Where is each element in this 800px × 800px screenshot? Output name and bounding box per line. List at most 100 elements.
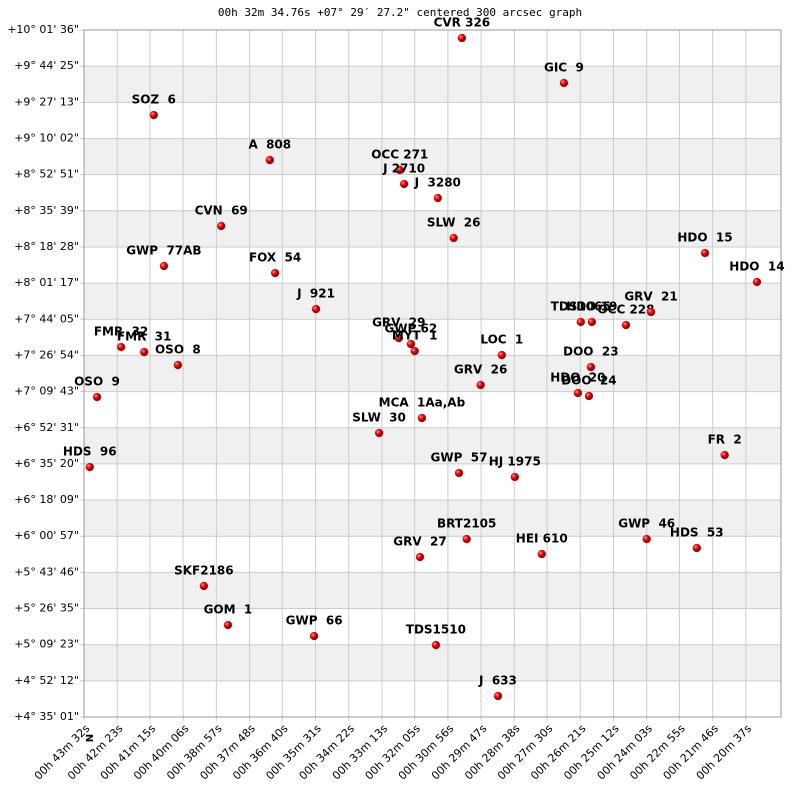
star-point — [752, 277, 762, 287]
y-tick-label: +8° 18' 28" — [14, 240, 79, 253]
star-point — [559, 78, 569, 88]
star-label: GWP 62 — [384, 321, 437, 335]
star-label: A 808 — [248, 138, 291, 152]
star-label: OCC 271 — [371, 147, 428, 161]
star-point — [92, 392, 102, 402]
star-point — [417, 413, 427, 423]
star-label: GIC 9 — [544, 60, 584, 74]
star-point — [462, 534, 471, 544]
star-point — [576, 317, 585, 327]
y-tick-label: +5° 09' 23" — [14, 638, 79, 651]
star-point — [720, 450, 729, 460]
star-point — [584, 391, 594, 401]
star-point — [199, 581, 209, 591]
star-point — [454, 468, 464, 478]
star-point — [433, 193, 442, 203]
star-point — [537, 549, 546, 559]
star-point — [410, 346, 419, 356]
star-label: FMR 32 — [94, 324, 148, 338]
star-label: HEI 610 — [516, 532, 568, 546]
star-label: SLW 26 — [427, 215, 481, 229]
grid-band — [84, 355, 781, 392]
y-tick-label: +8° 35' 39" — [14, 204, 79, 217]
y-tick-label: +6° 52' 31" — [14, 421, 79, 434]
star-point — [217, 221, 226, 231]
y-tick-label: +6° 18' 09" — [14, 493, 79, 506]
star-label: MYT 1 — [392, 329, 438, 343]
y-tick-label: +5° 26' 35" — [14, 602, 79, 615]
star-point — [700, 248, 710, 258]
star-label: DOO 23 — [563, 344, 618, 358]
star-label: HDO 15 — [677, 230, 732, 244]
star-label: J 3280 — [414, 176, 461, 190]
star-point — [646, 307, 656, 317]
star-label: GWP 57 — [431, 450, 488, 464]
star-label: DOO 24 — [561, 373, 616, 387]
star-point — [311, 304, 321, 314]
star-point — [573, 388, 583, 398]
chart-title: 00h 32m 34.76s +07° 29′ 27.2" centered 3… — [218, 6, 582, 19]
y-tick-label: +9° 10' 02" — [14, 131, 79, 144]
star-label: SLW 30 — [352, 410, 406, 424]
star-label: GOM 1 — [204, 603, 253, 617]
star-point — [449, 233, 458, 243]
star-point — [586, 362, 596, 372]
star-point — [395, 165, 404, 175]
star-point — [399, 179, 409, 189]
y-tick-label: +7° 26' 54" — [14, 348, 79, 361]
star-label: TDS1065 — [551, 299, 611, 313]
star-point — [116, 342, 126, 352]
star-point — [431, 640, 441, 650]
grid-band — [84, 210, 781, 247]
star-label: FR 2 — [708, 432, 742, 446]
star-label: GWP 46 — [618, 517, 675, 531]
star-point — [309, 631, 319, 641]
y-tick-label: +8° 52' 51" — [14, 168, 79, 181]
grid-band — [84, 644, 781, 681]
star-label: J 2710 — [382, 161, 425, 175]
star-label: HDO 20 — [550, 371, 605, 385]
grid-band — [84, 138, 781, 175]
y-tick-label: +6° 00' 57" — [14, 529, 79, 542]
star-label: FMR 31 — [117, 329, 171, 343]
star-label: LOC 1 — [480, 333, 523, 347]
star-label: OSO 8 — [155, 342, 201, 356]
star-point — [587, 317, 596, 327]
y-tick-label: +8° 01' 17" — [14, 276, 79, 289]
y-tick-label: +6° 35' 20" — [14, 457, 79, 470]
star-label: GWP 66 — [286, 614, 343, 628]
star-point — [476, 380, 485, 390]
star-label: J 633 — [478, 673, 517, 687]
star-point — [497, 350, 506, 360]
star-label: HJ 1975 — [489, 454, 541, 468]
star-point — [159, 261, 169, 271]
star-label: GWP 77AB — [126, 243, 201, 257]
grid-band — [84, 283, 781, 320]
star-point — [223, 620, 233, 630]
y-tick-label: +10° 01' 36" — [7, 23, 79, 36]
star-label: TDS1510 — [406, 622, 466, 636]
y-tick-label: +4° 35' 01" — [14, 710, 79, 723]
star-point — [457, 33, 467, 43]
star-point — [493, 691, 503, 701]
y-tick-label: +7° 09' 43" — [14, 385, 79, 398]
star-label: GRV 21 — [624, 289, 677, 303]
star-point — [510, 472, 519, 482]
star-label: OSO 9 — [74, 375, 120, 389]
star-point — [692, 543, 701, 553]
star-point — [173, 360, 183, 370]
star-point — [265, 155, 274, 165]
star-label: J 921 — [296, 287, 335, 301]
star-point — [621, 320, 631, 330]
star-point — [149, 110, 158, 120]
star-label: FOX 54 — [249, 251, 301, 265]
compass-label: N — [85, 734, 96, 742]
star-label: OCC 228 — [597, 302, 654, 316]
star-label: HDO 19 — [566, 299, 617, 313]
star-label: HDO 14 — [729, 259, 784, 273]
star-label: MCA 1Aa,Ab — [379, 396, 466, 410]
star-point — [140, 347, 149, 357]
grid-band — [84, 572, 781, 609]
plot-border — [83, 29, 782, 718]
